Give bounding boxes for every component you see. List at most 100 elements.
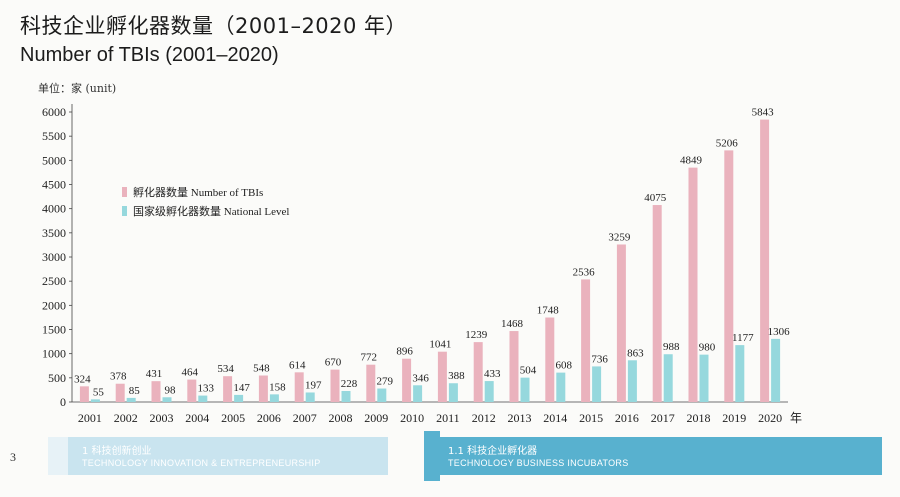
data-label-total: 5206 [716,137,739,149]
y-tick-label: 4000 [42,202,66,216]
bar-total [79,386,89,402]
bar-total [151,381,161,402]
chart-title-cn: 科技企业孵化器数量（2001–2020 年） [20,14,408,38]
x-tick-label: 2018 [687,411,711,425]
data-label-national: 197 [305,379,322,391]
x-axis-suffix: 年 [790,411,802,425]
chart-title-en: Number of TBIs (2001–2020) [20,44,279,66]
data-label-total: 324 [74,373,91,385]
bar-national [341,390,351,402]
x-tick-label: 2017 [651,411,675,425]
bar-national [627,360,637,402]
data-label-total: 464 [182,367,199,379]
x-tick-label: 2013 [508,411,532,425]
x-tick-label: 2015 [579,411,603,425]
y-tick-label: 3000 [42,250,66,264]
data-label-national: 1177 [732,332,754,344]
bar-total [688,167,698,402]
section-nav-left[interactable]: 1 科技创新创业 TECHNOLOGY INNOVATION & ENTREPR… [48,437,388,475]
data-label-national: 147 [233,382,250,394]
bar-total [223,376,233,402]
bar-national [735,345,745,402]
bar-national [592,366,602,402]
y-tick-label: 5500 [42,129,66,143]
y-tick-label: 0 [60,395,66,409]
section-divider-notch [424,431,440,481]
bar-chart: 0 500 1000 1500 2000 2500 3000 3500 4000 4500 5000… [42,104,802,425]
x-tick-label: 2005 [221,411,245,425]
bar-total [760,119,770,403]
page-number: 3 [10,450,16,464]
bar-national [305,392,315,402]
x-tick-label: 2008 [329,411,353,425]
y-tick-label: 4500 [42,178,66,192]
bar-total [258,375,268,402]
data-label-total: 431 [146,368,163,380]
bar-total [652,205,662,402]
bar-total [545,317,555,402]
data-label-total: 3259 [608,231,631,243]
bar-national [126,397,136,402]
bar-national [448,383,458,402]
data-label-national: 1306 [768,326,791,338]
x-tick-label: 2010 [400,411,424,425]
legend-label: 国家级孵化器数量 National Level [133,204,289,218]
x-tick-label: 2006 [257,411,281,425]
bar-national [377,388,387,402]
y-tick-label: 1000 [42,347,66,361]
x-tick-label: 2003 [150,411,174,425]
data-label-national: 228 [341,378,358,390]
y-tick-label: 2500 [42,274,66,288]
bar-national [234,394,244,402]
section-nav-right[interactable]: 1.1 科技企业孵化器 TECHNOLOGY BUSINESS INCUBATO… [440,437,882,475]
bar-national [520,377,530,402]
data-label-national: 863 [627,347,644,359]
x-tick-label: 2007 [293,411,317,425]
section-left-subtitle: TECHNOLOGY INNOVATION & ENTREPRENEURSHIP [82,458,321,468]
data-label-total: 2536 [573,266,596,278]
bar-total [437,351,447,402]
legend-swatch [122,187,127,197]
bar-national [413,385,423,402]
bar-total [187,379,197,402]
y-tick-label: 2000 [42,298,66,312]
data-label-total: 1748 [537,305,560,317]
data-label-national: 504 [520,365,537,377]
data-label-national: 85 [129,385,141,397]
data-label-national: 988 [663,341,680,353]
bar-total [724,150,734,402]
data-label-total: 4849 [680,155,703,167]
data-label-total: 548 [253,363,270,375]
x-tick-label: 2004 [185,411,209,425]
bar-total [294,372,304,402]
legend-label: 孵化器数量 Number of TBIs [133,185,263,199]
data-label-total: 534 [217,363,234,375]
bar-national [90,399,100,402]
x-tick-label: 2014 [543,411,567,425]
data-label-national: 279 [377,376,394,388]
x-tick-label: 2011 [436,411,460,425]
bar-national [198,395,208,402]
data-label-total: 378 [110,371,127,383]
x-tick-label: 2016 [615,411,639,425]
data-label-national: 346 [412,372,429,384]
data-label-total: 5843 [752,107,775,119]
y-tick-label: 5000 [42,153,66,167]
data-label-national: 433 [484,368,501,380]
bar-total [402,358,412,402]
bar-total [366,364,376,402]
section-right-subtitle: TECHNOLOGY BUSINESS INCUBATORS [448,458,629,468]
data-label-total: 1041 [429,339,451,351]
data-label-total: 4075 [644,192,667,204]
data-label-total: 670 [325,357,342,369]
data-label-national: 55 [93,386,105,398]
data-label-national: 980 [699,342,716,354]
x-tick-label: 2009 [364,411,388,425]
bar-total [330,369,340,402]
data-label-total: 614 [289,359,306,371]
data-label-national: 388 [448,370,465,382]
bar-national [663,354,673,402]
bar-national [484,381,494,402]
bar-national [699,354,709,402]
section-nav-left-bg [68,437,388,475]
